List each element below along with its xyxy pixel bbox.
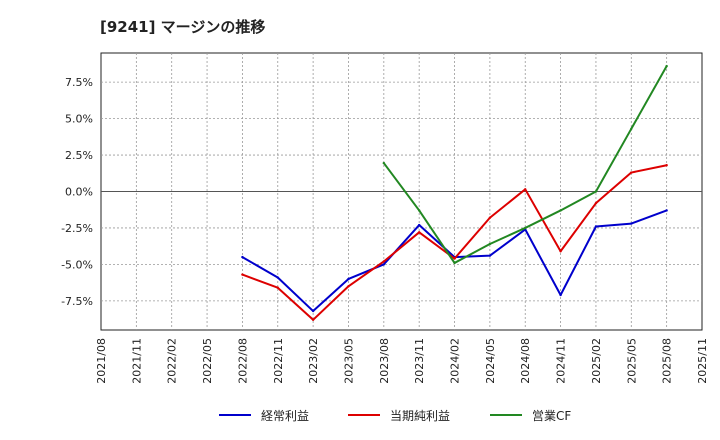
data-point-0 — [665, 209, 668, 212]
data-point-0 — [559, 293, 562, 297]
y-tick-label: 5.0% — [65, 113, 93, 126]
data-point-1 — [630, 171, 633, 174]
x-tick-label: 2024/02 — [449, 338, 462, 384]
axis-layer: -7.5% -5.0% -2.5% 0.0% 2.5% 5.0% 7.5% 2021/08 20… — [61, 76, 709, 384]
data-point-1 — [311, 318, 315, 321]
x-tick-label: 2025/05 — [625, 338, 638, 384]
chart-title: [9241] マージンの推移 — [100, 18, 266, 36]
data-point-1 — [559, 250, 562, 253]
data-point-1 — [665, 164, 668, 167]
data-point-0 — [382, 263, 386, 266]
data-point-2 — [488, 242, 492, 246]
x-tick-label: 2022/08 — [236, 338, 249, 384]
data-point-2 — [524, 226, 527, 230]
y-tick-label: -2.5% — [61, 222, 93, 235]
y-tick-label: -5.0% — [61, 258, 93, 271]
x-tick-label: 2023/11 — [413, 338, 426, 384]
x-tick-label: 2025/08 — [661, 338, 674, 384]
legend-label-0: 経常利益 — [261, 409, 309, 423]
x-tick-label: 2022/05 — [201, 338, 214, 384]
x-tick-label: 2021/11 — [130, 338, 143, 384]
x-tick-label: 2024/08 — [519, 338, 532, 384]
x-tick-label: 2025/02 — [590, 338, 603, 384]
data-point-1 — [488, 216, 492, 219]
data-point-0 — [276, 276, 279, 279]
data-point-0 — [347, 277, 350, 281]
x-tick-label: 2024/11 — [555, 338, 568, 384]
data-point-0 — [417, 223, 421, 227]
data-point-0 — [488, 254, 492, 257]
data-point-1 — [347, 285, 350, 288]
y-tick-label: -7.5% — [61, 295, 93, 308]
data-point-1 — [276, 286, 279, 289]
data-point-1 — [382, 260, 386, 263]
x-tick-label: 2024/05 — [484, 338, 497, 384]
x-tick-label: 2021/08 — [95, 338, 108, 384]
data-point-0 — [311, 309, 315, 313]
x-tick-label: 2023/05 — [342, 338, 355, 384]
data-point-2 — [382, 161, 386, 165]
x-tick-label: 2022/02 — [166, 338, 179, 384]
grid-layer — [100, 52, 703, 331]
x-tick-label: 2023/02 — [307, 338, 320, 384]
y-tick-label: 7.5% — [65, 76, 93, 89]
legend: 経常利益 当期純利益 営業CF — [219, 409, 571, 423]
series-layer — [241, 64, 668, 321]
data-point-2 — [665, 64, 668, 68]
data-point-0 — [241, 255, 244, 259]
data-point-0 — [594, 225, 598, 228]
data-point-0 — [630, 222, 633, 225]
data-point-1 — [453, 257, 456, 260]
data-point-1 — [241, 273, 244, 276]
legend-label-1: 当期純利益 — [390, 409, 450, 423]
data-point-2 — [630, 127, 633, 131]
data-point-1 — [594, 201, 598, 205]
legend-label-2: 営業CF — [532, 409, 571, 423]
x-tick-label: 2022/11 — [272, 338, 285, 384]
data-point-2 — [417, 209, 421, 212]
x-tick-label: 2023/08 — [378, 338, 391, 384]
data-point-1 — [524, 188, 527, 191]
y-tick-label: 0.0% — [65, 186, 93, 199]
x-tick-label: 2025/11 — [696, 338, 709, 384]
data-point-2 — [453, 261, 456, 265]
data-point-2 — [559, 209, 562, 212]
y-tick-label: 2.5% — [65, 149, 93, 162]
data-point-1 — [417, 231, 421, 234]
data-point-2 — [594, 190, 598, 193]
